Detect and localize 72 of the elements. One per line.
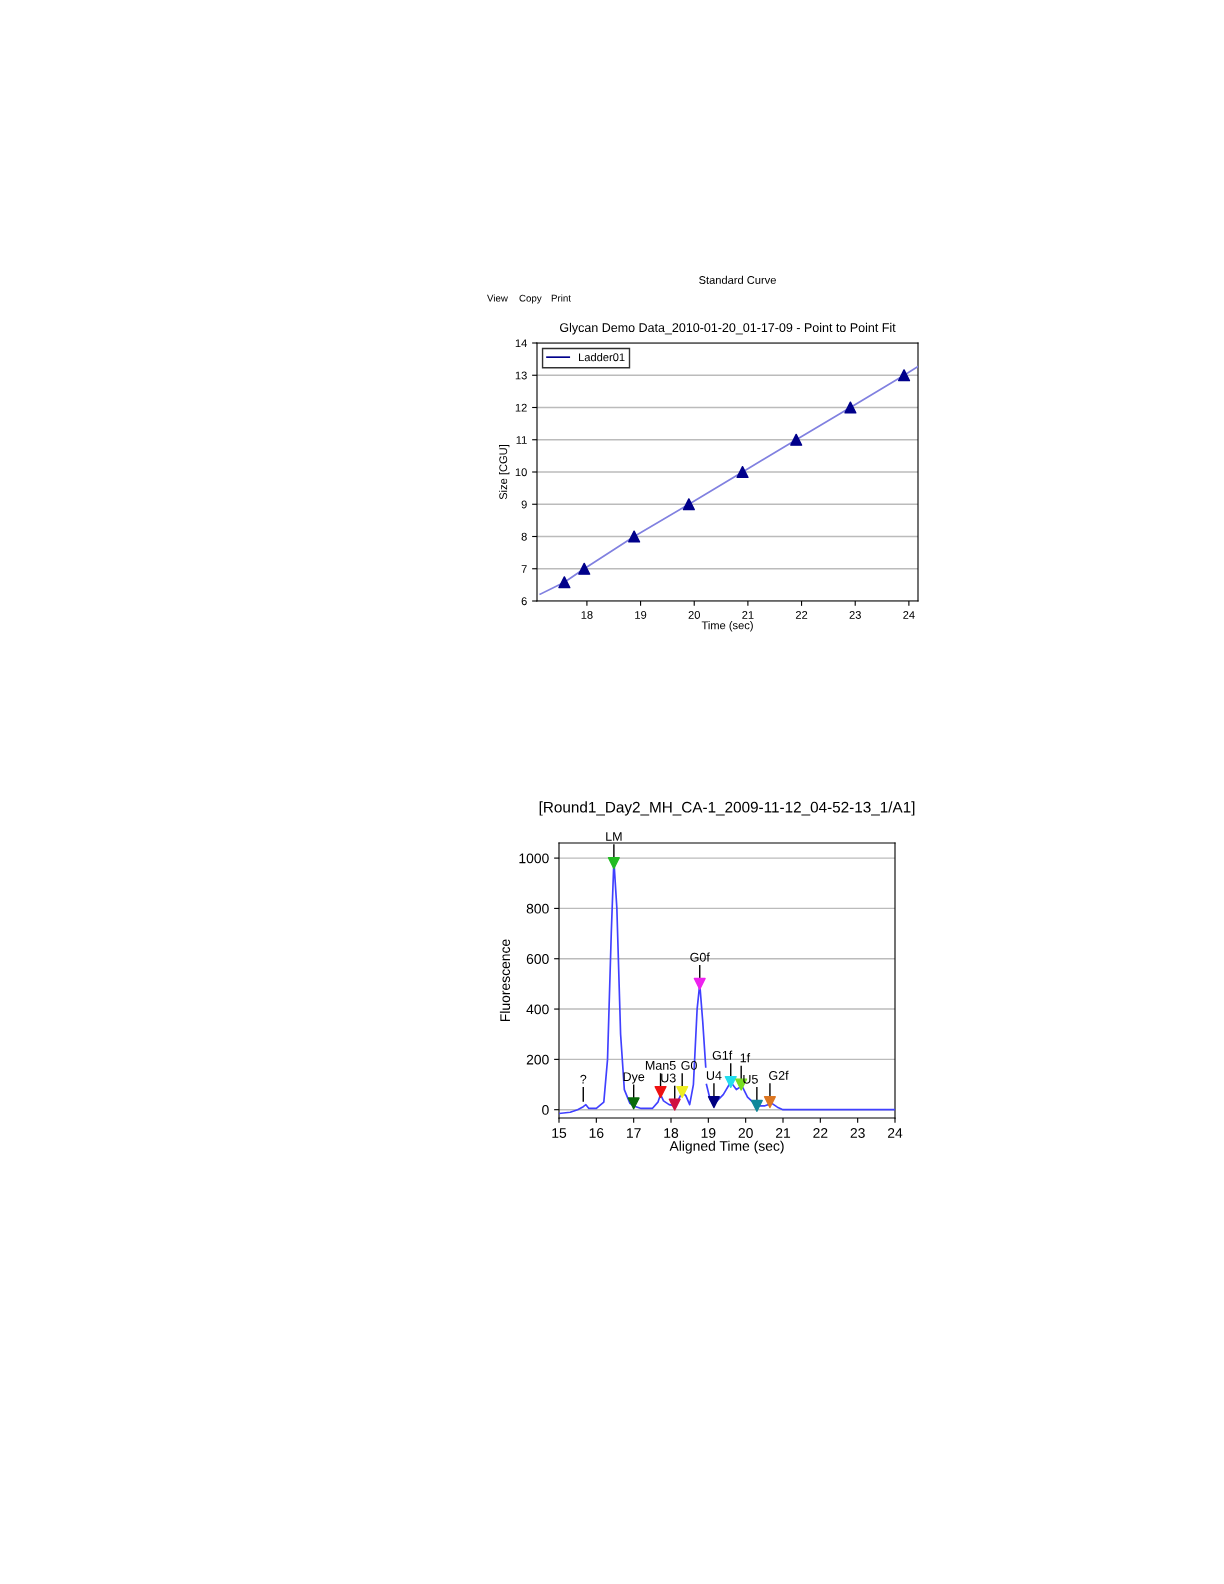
y-axis-title: Fluorescence (499, 939, 511, 1022)
annotation: G0f (690, 952, 710, 962)
x-tick-label: 24 (903, 611, 915, 619)
legend-label: Ladder01 (579, 353, 625, 362)
x-tick-label: 19 (635, 611, 647, 619)
point (578, 562, 591, 575)
text: View (487, 294, 508, 302)
x-tick-label: 21 (742, 611, 754, 619)
y-tick-label: 800 (526, 903, 549, 914)
x-tick-label: 22 (813, 1128, 828, 1138)
annotation: Man5 (645, 1061, 676, 1070)
annotation: U4 (706, 1071, 722, 1080)
x-tick-label: 21 (775, 1128, 791, 1138)
point (607, 857, 620, 870)
point (693, 977, 706, 990)
annotation: 1f (740, 1053, 751, 1063)
point (682, 498, 695, 511)
y-tick-label: 10 (515, 468, 527, 477)
x-tick-label: 18 (664, 1128, 679, 1138)
x-tick-label: 20 (688, 611, 700, 619)
y-tick-label: 400 (526, 1004, 549, 1015)
y-tick-label: 12 (515, 403, 527, 412)
text: Copy (519, 294, 542, 304)
point (628, 530, 641, 543)
x-tick-label: 18 (581, 611, 593, 619)
point (763, 1096, 777, 1109)
y-tick-label: 1000 (519, 853, 549, 864)
point (676, 1086, 689, 1099)
annotation: ? (580, 1074, 587, 1084)
y-tick-label: 200 (526, 1054, 549, 1065)
point (750, 1099, 763, 1112)
y-tick-label: 6 (521, 597, 527, 606)
x-tick-label: 15 (552, 1128, 567, 1138)
x-tick-label: 23 (850, 1128, 865, 1138)
text: Standard Curve (699, 275, 776, 284)
y-tick-label: 0 (542, 1105, 549, 1115)
annotation: G2f (769, 1070, 789, 1080)
annotation: G1f (712, 1050, 733, 1060)
point (844, 401, 857, 414)
annotation: U3 (661, 1073, 676, 1083)
annotation: U5 (743, 1074, 758, 1084)
point (558, 576, 571, 589)
y-tick-label: 7 (521, 565, 527, 573)
point (790, 433, 803, 446)
point (724, 1075, 737, 1089)
y-tick-label: 14 (515, 339, 527, 348)
chart-title: [Round1_Day2_MH_CA-1_2009-11-12_04-52-13_1/A1] (539, 801, 915, 816)
point (736, 465, 749, 479)
point (707, 1096, 721, 1109)
x-tick-label: 17 (627, 1128, 641, 1138)
annotation: LM (606, 832, 622, 841)
x-tick-label: 23 (849, 611, 861, 619)
y-tick-label: 11 (516, 436, 527, 444)
y-tick-label: 8 (521, 532, 527, 541)
x-tick-label: 24 (887, 1128, 903, 1138)
chart-title: Glycan Demo Data_2010-01-20_01-17-09 - Point to Point Fit (559, 322, 896, 335)
y-tick-label: 9 (521, 500, 527, 509)
y-axis-title: Size [CGU] (499, 445, 510, 500)
x-tick-label: 22 (795, 611, 808, 619)
x-axis-title: Time (sec) (701, 621, 753, 632)
point (627, 1097, 640, 1110)
point (668, 1098, 681, 1111)
y-tick-label: 600 (526, 954, 549, 964)
x-tick-label: 20 (738, 1128, 753, 1138)
line-series (539, 365, 918, 596)
text: Print (551, 294, 571, 302)
x-tick-label: 16 (589, 1128, 604, 1138)
x-tick-label: 19 (701, 1128, 716, 1138)
point (897, 369, 911, 382)
x-axis-title: Aligned Time (sec) (669, 1140, 784, 1154)
point (654, 1086, 667, 1099)
y-tick-label: 13 (515, 371, 527, 380)
